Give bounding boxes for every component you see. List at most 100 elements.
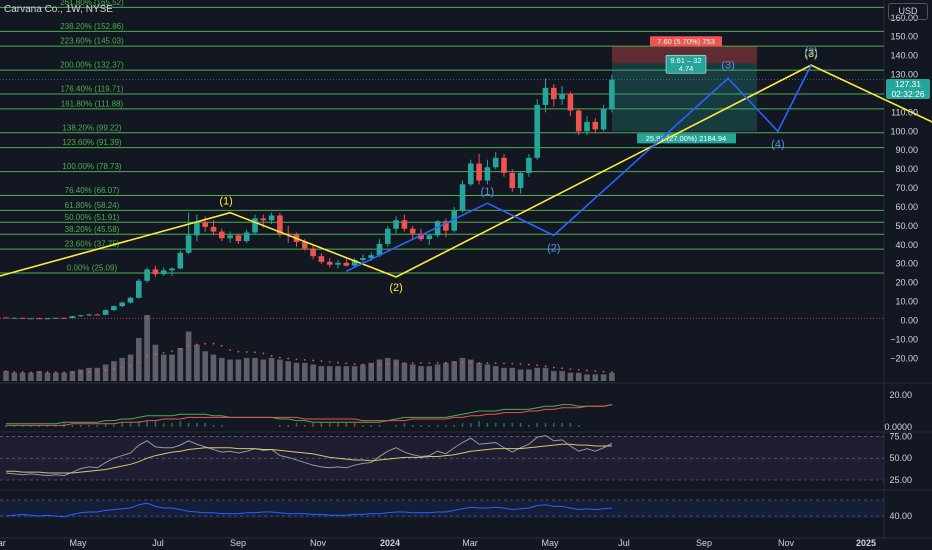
volume-bar xyxy=(559,371,565,381)
time-tick-label: Jul xyxy=(618,538,630,548)
sub-wave-label: (4) xyxy=(771,138,784,150)
price-axis[interactable]: 160.00150.00140.00130.00120.00110.00100.… xyxy=(884,13,918,521)
fib-level-label: 123.60% (91.39) xyxy=(62,138,121,147)
price-tick-label: 160.00 xyxy=(890,13,918,23)
stop-label-box xyxy=(650,36,722,47)
volume-bar xyxy=(285,361,291,381)
candle-body xyxy=(418,233,424,240)
candle-body xyxy=(160,270,167,275)
candle-body xyxy=(144,269,150,281)
volume-ma-dot xyxy=(611,371,613,373)
candle-body xyxy=(277,215,283,234)
volume-bar xyxy=(160,354,167,381)
volume-bar xyxy=(310,364,316,381)
last-price-tag: 127.31 02:32:26 xyxy=(886,79,930,99)
indicator-series-0 xyxy=(6,404,612,425)
volume-ma-dot xyxy=(229,349,232,352)
volume-ma-dot xyxy=(262,352,265,355)
candle-body xyxy=(260,218,267,221)
candle-body xyxy=(285,233,291,235)
currency-button[interactable]: USD xyxy=(888,3,928,20)
volume-bar xyxy=(434,364,441,381)
last-price: 127.31 xyxy=(895,79,921,89)
volume-ma-dot xyxy=(137,361,140,364)
candle-body xyxy=(111,306,117,311)
volume-bar xyxy=(418,366,424,381)
volume-ma-dot xyxy=(303,358,306,361)
candle-body xyxy=(210,226,217,232)
volume-bar xyxy=(542,367,549,381)
time-tick-label: 2024 xyxy=(380,538,400,548)
volume-bar xyxy=(136,338,142,381)
candle-body xyxy=(517,172,524,189)
volume-ma-dot xyxy=(171,350,173,353)
fib-level-label: 0.00% (25.09) xyxy=(67,264,118,273)
volume-bar xyxy=(393,359,399,381)
volume-ma-dot xyxy=(254,351,256,354)
primary-wave-line xyxy=(0,64,932,278)
volume-bar xyxy=(426,366,433,381)
candle-body xyxy=(534,104,540,158)
rsi-pane xyxy=(0,434,884,481)
volume-bar xyxy=(360,364,366,381)
rsi-series-0 xyxy=(5,434,613,477)
volume-ma-dot xyxy=(38,371,41,373)
volume-ma-dot xyxy=(503,362,505,365)
volume-ma-dot xyxy=(594,370,597,372)
volume-ma-dot xyxy=(403,362,406,365)
volume-ma-dot xyxy=(179,348,182,351)
candle-body xyxy=(501,157,507,173)
time-tick-label: Mar xyxy=(0,538,6,548)
candle-body xyxy=(368,255,374,259)
time-tick-label: Sep xyxy=(230,538,246,548)
time-tick-label: May xyxy=(541,538,559,548)
volume-ma-dot xyxy=(245,351,248,353)
volume-bar xyxy=(53,372,59,381)
volume-bar xyxy=(468,359,474,381)
volume-bar xyxy=(11,372,18,381)
volume-ma-dot xyxy=(519,363,522,365)
candle-body xyxy=(44,318,51,320)
volume-ma-dot xyxy=(461,361,464,364)
volume-bar xyxy=(451,361,457,381)
time-tick-label: Jul xyxy=(152,538,164,548)
candle-body xyxy=(136,280,142,298)
volume-bar xyxy=(127,354,134,381)
candle-body xyxy=(575,110,582,132)
primary-wave-label: (3) xyxy=(804,48,817,60)
oscillator-pane xyxy=(0,499,884,518)
volume-ma-dot xyxy=(237,350,240,353)
price-tick-label: 150.00 xyxy=(890,32,918,42)
candle-body xyxy=(526,157,532,173)
fib-level-label: 261.80% (165.52) xyxy=(60,0,124,7)
candlesticks xyxy=(0,74,884,320)
elliott-waves[interactable]: (1)(2)(3)(4)(5)(1)(2)(3)(4)(3) xyxy=(0,15,932,294)
volume-bar xyxy=(102,364,109,381)
volume-ma-dot xyxy=(544,365,547,368)
time-axis[interactable]: Mar May Jul Sep Nov 2024 Mar May Jul Sep Nov 2025 xyxy=(0,538,876,548)
volume-bar xyxy=(152,344,159,381)
candle-body xyxy=(119,302,125,307)
volume-bar xyxy=(86,367,92,381)
volume-bar xyxy=(177,348,184,381)
volume-ma-dot xyxy=(478,361,480,364)
candle-body xyxy=(318,256,325,262)
candle-body xyxy=(227,235,233,239)
rsi-tick-label: 50.00 xyxy=(889,453,912,463)
volume-bar xyxy=(111,361,117,381)
volume-bar xyxy=(202,351,208,381)
volume-ma-dot xyxy=(353,363,356,366)
volume-ma-dot xyxy=(411,362,414,364)
candle-body xyxy=(443,221,449,231)
volume-ma-dot xyxy=(386,363,389,365)
candle-body xyxy=(468,163,474,185)
candle-body xyxy=(393,220,399,229)
indicator-tick-label: 0.0000 xyxy=(884,422,912,432)
candle-body xyxy=(268,215,275,221)
volume-bar xyxy=(260,359,267,381)
volume-bar xyxy=(44,372,51,381)
position-tool[interactable]: 7.60 (5.70%) 753 9.61 – 324.74 25.97 (27.0… xyxy=(612,36,757,144)
volume-ma-dot xyxy=(436,361,439,364)
